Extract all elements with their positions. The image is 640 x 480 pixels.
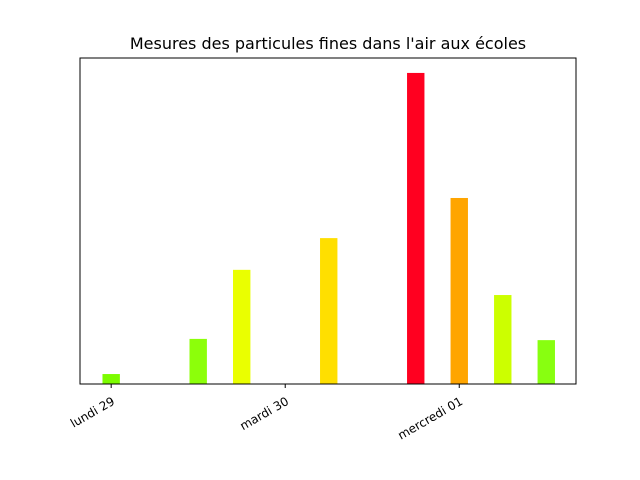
bar: [407, 72, 425, 384]
x-tick-label: lundi 29: [68, 394, 117, 430]
bar: [537, 340, 555, 384]
bar: [102, 374, 120, 384]
x-tick-label: mercredi 01: [395, 394, 465, 442]
plot-frame: [79, 57, 577, 385]
bar: [494, 295, 512, 384]
bar: [233, 269, 251, 384]
x-tick-label: mardi 30: [238, 394, 292, 433]
chart-title: Mesures des particules fines dans l'air …: [130, 34, 526, 53]
bar: [450, 197, 468, 384]
bar: [320, 238, 338, 384]
bar: [189, 338, 207, 384]
